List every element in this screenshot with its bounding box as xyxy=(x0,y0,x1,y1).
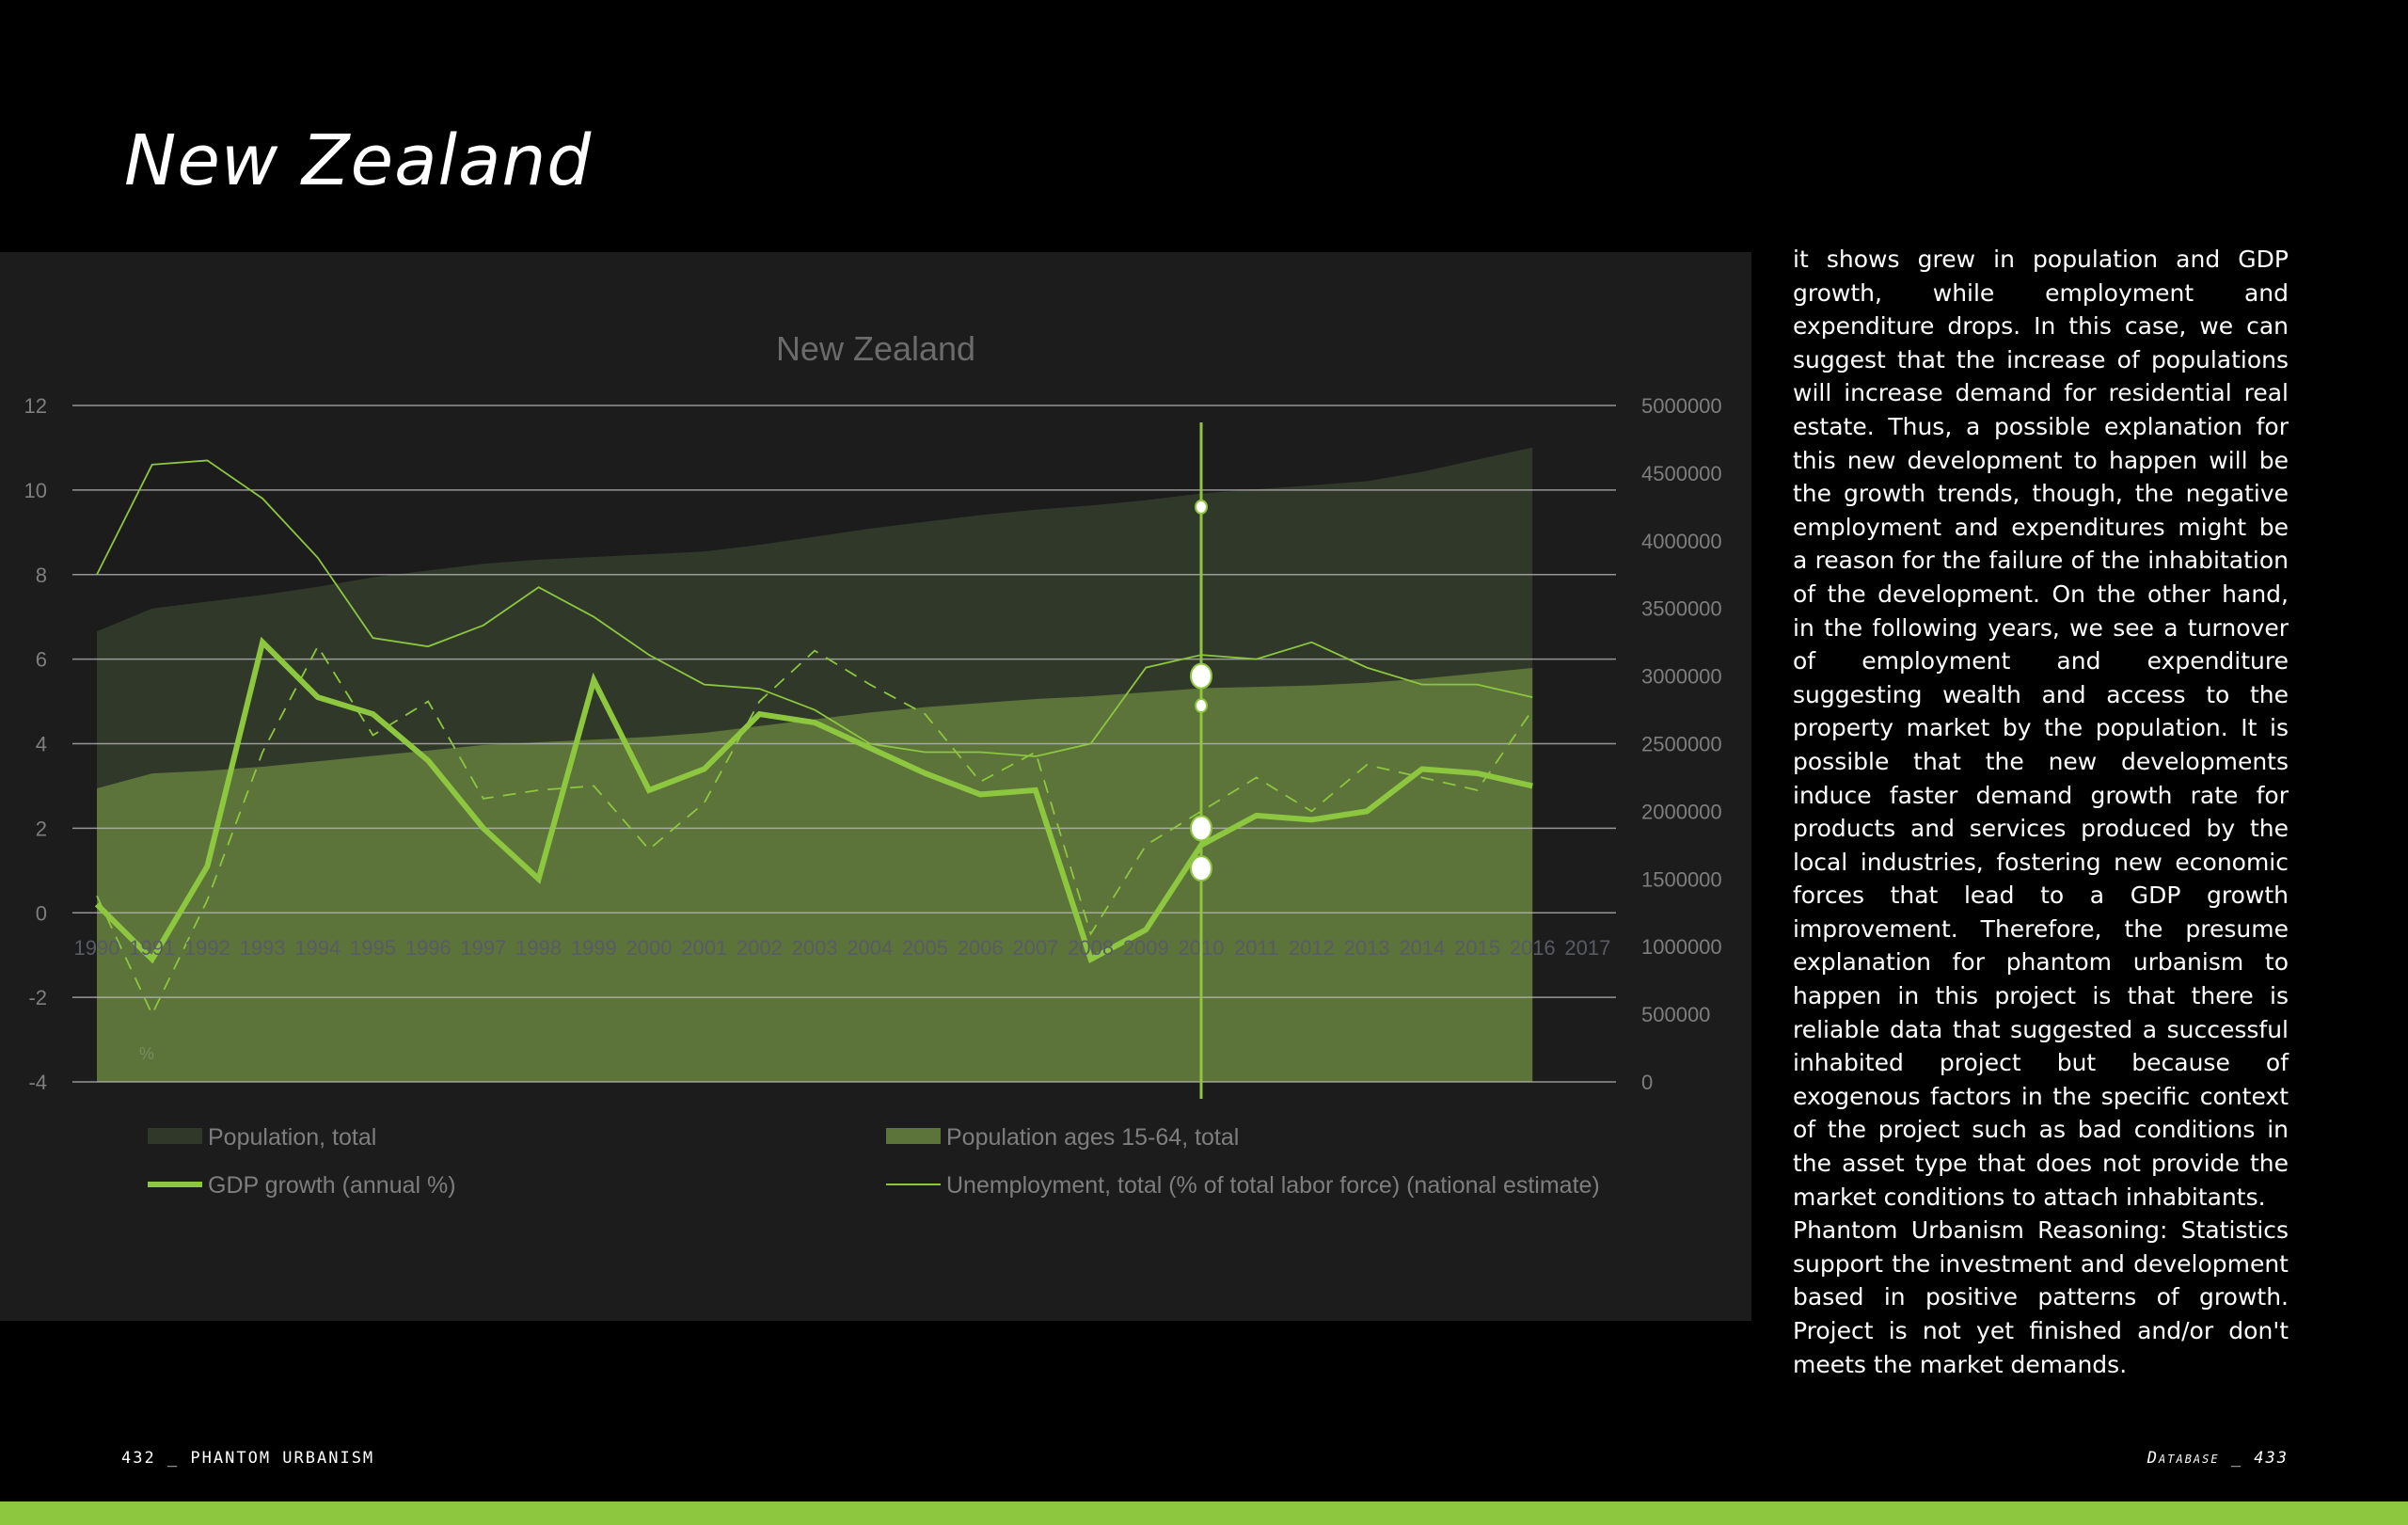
y-right-tick-label: 2500000 xyxy=(1641,733,1722,756)
y-right-tick-label: 1500000 xyxy=(1641,867,1722,891)
series-dashed-line xyxy=(96,644,1533,1017)
footer-page-right: Database _ 433 xyxy=(2147,1449,2289,1468)
footer-page-left: 432 _ PHANTOM URBANISM xyxy=(121,1449,375,1468)
x-tick-label: 2014 xyxy=(1399,936,1445,960)
area-population-ages-15-64-total xyxy=(97,667,1533,1082)
y-right-tick-label: 4500000 xyxy=(1641,462,1722,485)
x-tick-label: 1992 xyxy=(184,936,230,960)
highlight-marker xyxy=(1190,815,1212,842)
body-text: it shows grew in population and GDP grow… xyxy=(1793,243,2289,1381)
y-left-tick-label: 4 xyxy=(36,733,47,756)
y-left-tick-label: -4 xyxy=(28,1071,47,1094)
x-tick-label: 2009 xyxy=(1123,936,1169,960)
y-right-tick-label: 500000 xyxy=(1641,1003,1710,1026)
x-tick-label: 2005 xyxy=(902,936,948,960)
x-tick-label: 2002 xyxy=(737,936,783,960)
x-tick-label: 1994 xyxy=(294,936,341,960)
x-tick-label: 2003 xyxy=(792,936,838,960)
series-line-unemployment-total-of-total-labor-force-national-estimate xyxy=(96,459,1533,757)
y-right-tick-label: 3500000 xyxy=(1641,597,1722,621)
x-tick-label: 1997 xyxy=(460,936,506,960)
x-tick-label: 1993 xyxy=(240,936,286,960)
y-right-tick-label: 1000000 xyxy=(1641,935,1722,959)
body-paragraph: Phantom Urbanism Reasoning: Statistics s… xyxy=(1793,1216,2289,1378)
x-tick-label: 1991 xyxy=(129,936,175,960)
page-title: New Zealand xyxy=(124,120,593,201)
x-tick-label: 1999 xyxy=(571,936,617,960)
x-tick-label: 2008 xyxy=(1068,936,1114,960)
x-tick-label: 2012 xyxy=(1289,936,1335,960)
y-right-tick-label: 3000000 xyxy=(1641,665,1722,689)
y-right-tick-label: 5000000 xyxy=(1641,394,1722,418)
highlight-marker xyxy=(1190,855,1212,882)
legend-swatch xyxy=(886,1128,941,1144)
legend-label: Population, total xyxy=(208,1124,376,1151)
x-tick-label: 2004 xyxy=(847,936,893,960)
x-tick-label: 2015 xyxy=(1454,936,1500,960)
y-left-tick-label: 10 xyxy=(24,479,47,502)
y-left-tick-label: -2 xyxy=(28,986,47,1009)
y-left-tick-label: 2 xyxy=(36,817,47,840)
x-tick-label: 2016 xyxy=(1510,936,1556,960)
legend-label: Population ages 15-64, total xyxy=(946,1124,1239,1151)
x-tick-label: 2007 xyxy=(1012,936,1058,960)
series-line-gdp-growth-annual xyxy=(94,636,1533,964)
body-paragraph: it shows grew in population and GDP grow… xyxy=(1793,246,2289,1211)
y-left-tick-label: 6 xyxy=(36,648,47,672)
x-tick-label: 1998 xyxy=(515,936,562,960)
legend-label: Unemployment, total (% of total labor fo… xyxy=(946,1172,1600,1199)
x-tick-label: 1995 xyxy=(350,936,396,960)
x-tick-label: 2011 xyxy=(1234,936,1278,960)
y-right-tick-label: 0 xyxy=(1641,1071,1653,1094)
x-tick-label: 2017 xyxy=(1564,936,1610,960)
legend-label: GDP growth (annual %) xyxy=(208,1172,456,1199)
highlight-marker xyxy=(1195,499,1208,515)
x-tick-label: 1990 xyxy=(74,936,120,960)
chart-title: New Zealand xyxy=(776,329,975,368)
x-tick-label: 2013 xyxy=(1344,936,1390,960)
x-tick-label: 2006 xyxy=(958,936,1004,960)
highlight-marker xyxy=(1195,698,1208,714)
x-tick-label: 2001 xyxy=(681,936,727,960)
y-left-tick-label: 8 xyxy=(36,564,47,587)
y-axis-unit-label: % xyxy=(139,1044,154,1063)
bottom-accent-bar xyxy=(0,1501,2408,1525)
y-right-tick-label: 2000000 xyxy=(1641,800,1722,823)
y-right-tick-label: 4000000 xyxy=(1641,530,1722,553)
y-left-tick-label: 12 xyxy=(24,394,47,418)
highlight-marker xyxy=(1190,662,1212,690)
y-left-tick-label: 0 xyxy=(36,901,47,925)
x-tick-label: 1996 xyxy=(405,936,452,960)
x-tick-label: 2000 xyxy=(626,936,673,960)
legend-swatch xyxy=(148,1128,202,1144)
